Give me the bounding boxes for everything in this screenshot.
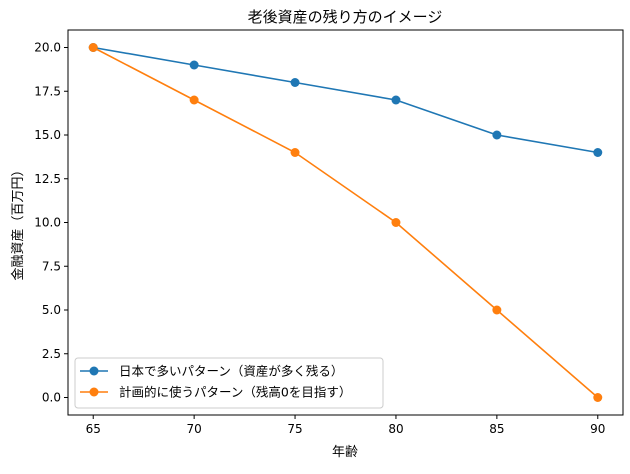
y-tick-label: 0.0: [42, 391, 61, 405]
y-tick-label: 7.5: [42, 259, 61, 273]
data-point: [88, 43, 98, 52]
y-tick-label: 20.0: [34, 41, 61, 55]
data-point: [290, 78, 300, 87]
legend-label: 計画的に使うパターン（残高0を目指す）: [119, 385, 351, 400]
data-point: [492, 305, 502, 315]
x-tick-label: 70: [186, 422, 201, 436]
x-tick-label: 85: [489, 422, 504, 436]
series-line: [93, 46, 598, 154]
series-1: [88, 43, 603, 157]
data-point: [290, 148, 300, 157]
plot-frame: [67, 29, 624, 416]
x-tick-label: 90: [590, 422, 605, 436]
legend-item: 日本で多いパターン（資産が多く残る）: [80, 364, 343, 379]
legend-item: 計画的に使うパターン（残高0を目指す）: [80, 385, 351, 400]
y-tick-label: 17.5: [34, 84, 61, 98]
data-point: [593, 148, 603, 157]
y-tick-label: 2.5: [42, 347, 61, 361]
data-point: [189, 60, 199, 70]
legend-marker: [89, 387, 99, 397]
chart-title: 老後資産の残り方のイメージ: [248, 8, 443, 26]
series-2: [88, 43, 603, 402]
data-point: [391, 95, 401, 105]
series-line: [92, 46, 599, 399]
x-axis: 65 70 75 80 85 90: [86, 415, 605, 436]
y-axis: 0.0 2.5 5.0 7.5 10.0 12.5 15.0 17.5 20.0: [34, 41, 68, 405]
y-tick-label: 12.5: [34, 172, 61, 186]
y-tick-label: 15.0: [34, 128, 61, 142]
legend-marker: [89, 366, 99, 376]
x-tick-label: 80: [388, 422, 403, 436]
legend: 日本で多いパターン（資産が多く残る） 計画的に使うパターン（残高0を目指す）: [74, 357, 384, 409]
x-axis-label: 年齢: [332, 445, 358, 460]
data-point: [593, 393, 603, 402]
data-point: [492, 130, 502, 140]
x-tick-label: 65: [86, 422, 101, 436]
data-point: [189, 95, 199, 105]
y-tick-label: 5.0: [42, 303, 61, 317]
legend-label: 日本で多いパターン（資産が多く残る）: [119, 364, 343, 379]
legend-box: [74, 357, 384, 409]
series-group: [88, 43, 603, 402]
data-point: [391, 218, 401, 227]
x-tick-label: 75: [287, 422, 302, 436]
y-axis-label: 金融資産（百万円）: [10, 163, 26, 280]
y-tick-label: 10.0: [34, 216, 61, 230]
